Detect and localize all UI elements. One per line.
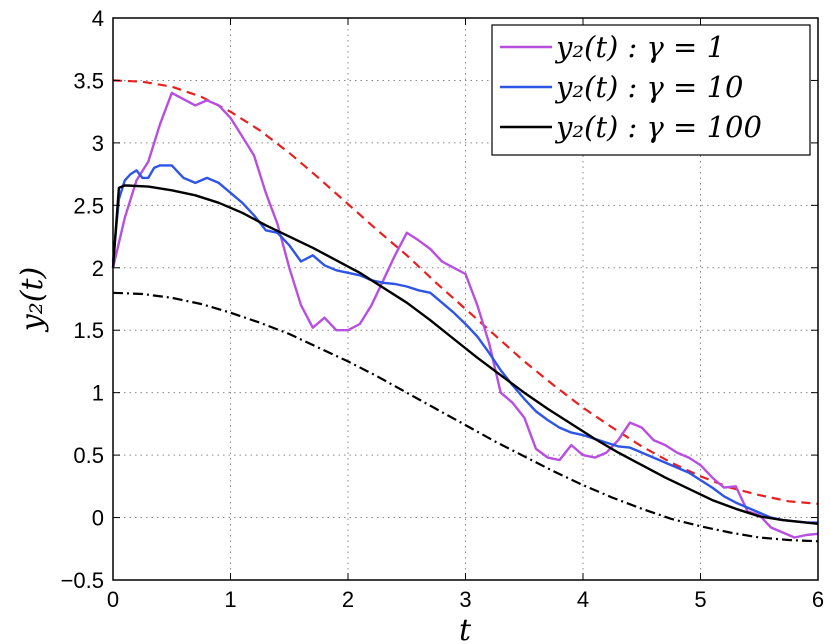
y-tick-label: 3.5 — [73, 68, 104, 93]
y-tick-label: 0.5 — [73, 443, 104, 468]
y-axis-label: y₂(t) — [15, 267, 50, 333]
series-line-3 — [111, 184, 819, 525]
x-tick-label: 3 — [459, 587, 471, 612]
y-tick-label: 2 — [92, 256, 104, 281]
grid-lines — [113, 18, 818, 580]
y-tick-label: 2.5 — [73, 193, 104, 218]
y-tick-label: 1.5 — [73, 318, 104, 343]
axis-ticks: 0 1 2 3 4 5 6−0.500.511.522.533.54 — [61, 6, 825, 612]
series-layer — [111, 79, 819, 543]
y-tick-label: 1 — [92, 381, 104, 406]
series-line-1 — [111, 91, 819, 539]
x-tick-label: 5 — [694, 587, 706, 612]
legend: y₂(t) : γ = 1 y₂(t) : γ = 10 y₂(t) : γ = 1… — [491, 24, 811, 156]
legend-label-3: y₂(t) : γ = 100 — [554, 110, 762, 144]
y-tick-label: 0 — [92, 506, 104, 531]
series-line-4 — [112, 79, 819, 505]
x-tick-label: 1 — [224, 587, 236, 612]
series-line-2 — [111, 164, 818, 524]
y-tick-label: 3 — [92, 131, 104, 156]
y-tick-label: −0.5 — [61, 568, 104, 593]
series-line-5 — [112, 291, 819, 543]
x-tick-label: 4 — [577, 587, 589, 612]
legend-label-1: y₂(t) : γ = 1 — [554, 30, 725, 64]
y-tick-label: 4 — [92, 6, 104, 31]
x-axis-label: t — [459, 613, 472, 644]
x-tick-label: 0 — [107, 587, 119, 612]
x-tick-label: 6 — [812, 587, 824, 612]
legend-label-2: y₂(t) : γ = 10 — [554, 70, 743, 104]
x-tick-label: 2 — [342, 587, 354, 612]
